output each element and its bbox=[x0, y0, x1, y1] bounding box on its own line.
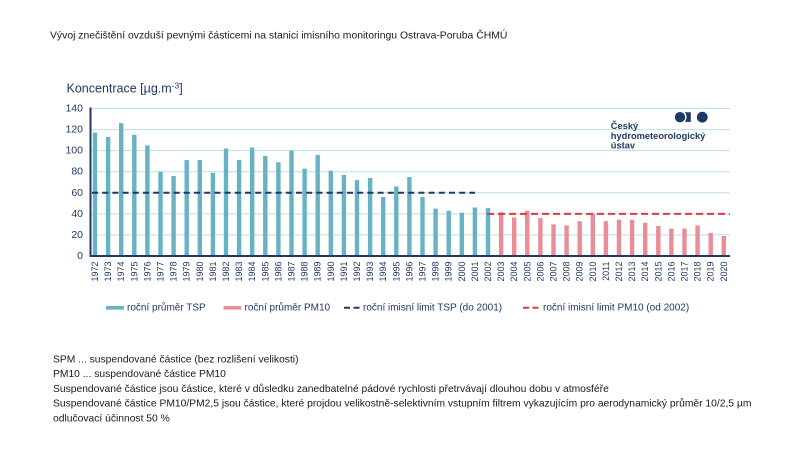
svg-text:1974: 1974 bbox=[116, 262, 126, 282]
svg-text:2018: 2018 bbox=[693, 262, 703, 282]
svg-text:ústav: ústav bbox=[611, 140, 636, 150]
svg-text:Koncentrace [µg.m-3]: Koncentrace [µg.m-3] bbox=[67, 81, 183, 96]
svg-text:2008: 2008 bbox=[562, 262, 572, 282]
svg-text:roční imisní limit PM10 (od 20: roční imisní limit PM10 (od 2002) bbox=[543, 303, 689, 314]
svg-text:1981: 1981 bbox=[208, 262, 218, 282]
svg-text:1993: 1993 bbox=[365, 262, 375, 282]
svg-text:2011: 2011 bbox=[601, 262, 611, 281]
svg-text:1986: 1986 bbox=[273, 262, 283, 282]
svg-text:60: 60 bbox=[71, 187, 83, 199]
svg-text:Vývoj znečištění ovzduší pevný: Vývoj znečištění ovzduší pevnými částice… bbox=[50, 29, 507, 42]
svg-text:roční průměr TSP: roční průměr TSP bbox=[127, 302, 206, 314]
svg-text:20: 20 bbox=[71, 229, 83, 241]
svg-text:1987: 1987 bbox=[287, 262, 297, 282]
svg-text:1975: 1975 bbox=[129, 262, 139, 282]
svg-text:Suspendované částice PM10/PM2,: Suspendované částice PM10/PM2,5 jsou čás… bbox=[53, 398, 751, 410]
svg-text:roční průměr PM10: roční průměr PM10 bbox=[245, 302, 331, 314]
svg-text:1982: 1982 bbox=[221, 262, 231, 282]
svg-text:1996: 1996 bbox=[404, 262, 414, 282]
svg-text:1991: 1991 bbox=[339, 262, 349, 282]
svg-text:odlučovací účinnost 50 %: odlučovací účinnost 50 % bbox=[53, 413, 170, 424]
svg-text:1989: 1989 bbox=[313, 262, 323, 282]
svg-text:1992: 1992 bbox=[352, 262, 362, 282]
svg-text:1998: 1998 bbox=[431, 262, 441, 282]
svg-text:80: 80 bbox=[71, 166, 83, 178]
svg-text:1983: 1983 bbox=[234, 262, 244, 282]
svg-text:2012: 2012 bbox=[614, 262, 624, 282]
svg-text:1980: 1980 bbox=[195, 262, 205, 282]
svg-text:1999: 1999 bbox=[444, 262, 454, 282]
svg-text:2020: 2020 bbox=[719, 262, 729, 282]
svg-text:100: 100 bbox=[65, 145, 83, 157]
svg-text:2010: 2010 bbox=[588, 262, 598, 282]
svg-text:2016: 2016 bbox=[666, 262, 676, 282]
svg-text:140: 140 bbox=[65, 103, 83, 115]
svg-text:0: 0 bbox=[77, 250, 83, 262]
svg-text:1995: 1995 bbox=[391, 262, 401, 282]
svg-text:2004: 2004 bbox=[509, 262, 519, 282]
svg-text:1997: 1997 bbox=[418, 262, 428, 282]
svg-text:2000: 2000 bbox=[457, 262, 467, 282]
svg-text:1985: 1985 bbox=[260, 262, 270, 282]
svg-text:120: 120 bbox=[65, 124, 83, 136]
svg-text:Český: Český bbox=[611, 120, 639, 131]
svg-text:1979: 1979 bbox=[182, 262, 192, 282]
svg-text:1978: 1978 bbox=[169, 262, 179, 282]
svg-text:1988: 1988 bbox=[300, 262, 310, 282]
svg-text:SPM ... suspendované částice (: SPM ... suspendované částice (bez rozliš… bbox=[53, 355, 299, 366]
svg-text:PM10 ... suspendované částice: PM10 ... suspendované částice PM10 bbox=[53, 369, 226, 380]
svg-text:1994: 1994 bbox=[378, 262, 388, 282]
svg-text:1972: 1972 bbox=[90, 262, 100, 282]
svg-text:2009: 2009 bbox=[575, 262, 585, 282]
svg-text:2003: 2003 bbox=[496, 261, 506, 281]
svg-text:2006: 2006 bbox=[535, 262, 545, 282]
svg-text:2017: 2017 bbox=[680, 262, 690, 282]
svg-text:40: 40 bbox=[71, 208, 83, 220]
svg-text:roční imisní limit TSP (do 200: roční imisní limit TSP (do 2001) bbox=[363, 303, 502, 314]
svg-text:2019: 2019 bbox=[706, 262, 716, 282]
svg-text:2015: 2015 bbox=[653, 262, 663, 282]
svg-text:2002: 2002 bbox=[483, 262, 493, 282]
svg-text:2007: 2007 bbox=[549, 262, 559, 282]
svg-text:1977: 1977 bbox=[156, 262, 166, 282]
svg-text:1976: 1976 bbox=[142, 262, 152, 282]
svg-text:hydrometeorologický: hydrometeorologický bbox=[611, 131, 706, 141]
svg-text:2014: 2014 bbox=[640, 262, 650, 282]
svg-text:1984: 1984 bbox=[247, 262, 257, 282]
svg-text:2001: 2001 bbox=[470, 262, 480, 282]
svg-text:1973: 1973 bbox=[103, 262, 113, 282]
svg-text:1990: 1990 bbox=[326, 262, 336, 282]
svg-text:2013: 2013 bbox=[627, 262, 637, 282]
svg-text:2005: 2005 bbox=[522, 262, 532, 282]
svg-text:Suspendované částice jsou část: Suspendované částice jsou částice, které… bbox=[53, 383, 609, 395]
